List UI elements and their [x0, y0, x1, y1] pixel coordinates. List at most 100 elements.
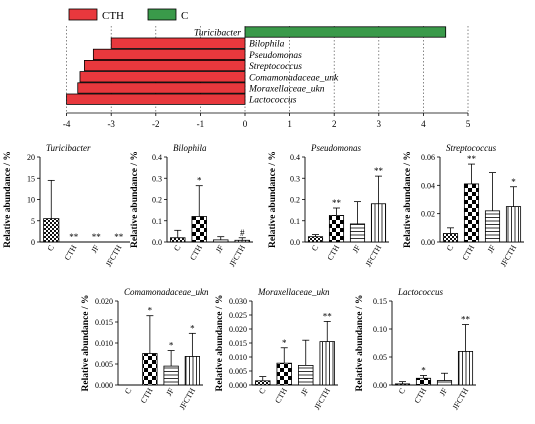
panel-significance-mark: * — [421, 365, 426, 375]
panel-x-tick-label: JF — [89, 243, 101, 255]
panel-x-tick-label: JFCTH — [312, 386, 332, 411]
panel-y-label: Relative abundance / % — [130, 151, 140, 248]
panel-y-label: Relative abundance / % — [81, 295, 91, 392]
panel-y-tick-label: 15 — [27, 174, 35, 183]
panel-significance-mark: * — [169, 341, 174, 351]
panel-significance-mark: * — [282, 338, 287, 348]
panel: 0.0 0.1 0.2 0.3 0.4 Bilophila Relative abundan… — [130, 143, 253, 268]
panel-y-tick-label: 0.020 — [229, 325, 247, 334]
panel-y-tick-label: 10 — [27, 196, 35, 205]
lda-tick-label: -1 — [197, 119, 205, 129]
panel-bar — [319, 341, 335, 386]
panel-x-tick-label: JFCTH — [499, 243, 519, 268]
abundance-panels: 0 5 10 15 20 Turicibacter Relative abundance /… — [3, 143, 524, 411]
panel-y-tick-label: 0.010 — [229, 353, 247, 362]
legend-label-c: C — [181, 10, 188, 22]
panel-y-tick-label: 0.010 — [95, 339, 113, 348]
panel-y-tick-label: 0.0 — [290, 238, 300, 247]
panel-y-tick-label: 20 — [27, 153, 35, 162]
panel-y-label: Relative abundance / % — [355, 295, 365, 392]
panel-significance-mark: ** — [461, 315, 471, 325]
panel-y-tick-label: 0.4 — [290, 153, 300, 162]
panel-title: Streptococcus — [446, 143, 497, 153]
panel: 0 5 10 15 20 Turicibacter Relative abundance /… — [3, 143, 130, 268]
panel-y-tick-label: 0.1 — [290, 217, 300, 226]
panel-x-tick-label: C — [397, 387, 407, 396]
panel-y-tick-label: 5 — [31, 217, 35, 226]
legend-swatch-c — [147, 8, 177, 21]
panel-y-tick-label: 0.1 — [152, 217, 162, 226]
panel-significance-mark: * — [190, 323, 195, 333]
lda-bar-label: Lactococcus — [248, 96, 297, 106]
panel-y-tick-label: 0.020 — [95, 297, 113, 306]
panel-x-tick-label: JF — [164, 386, 176, 398]
lda-bar-label: Comamonadaceae_unk — [249, 73, 339, 83]
lda-tick-label: 3 — [377, 119, 382, 129]
panel: 0.000 0.005 0.010 0.015 0.020 Comamonadaceae_… — [81, 287, 209, 411]
panel-x-tick-label: CTH — [273, 386, 289, 405]
lda-bar — [110, 37, 246, 49]
panel-y-label: Relative abundance / % — [215, 295, 225, 392]
lda-bar — [66, 93, 246, 105]
panel-significance-mark: ** — [332, 198, 342, 208]
panel-y-tick-label: 0.15 — [373, 297, 387, 306]
panel-y-tick-label: 0.00 — [421, 238, 435, 247]
legend: CTH C — [68, 8, 188, 22]
panel: 0.00 0.02 0.04 0.06 Streptococcus Relative ab… — [403, 143, 524, 268]
lda-bar-label: Bilophila — [249, 40, 285, 50]
lda-tick-label: 1 — [287, 119, 292, 129]
panel-y-tick-label: 0.030 — [229, 297, 247, 306]
panel-significance-mark: * — [197, 176, 202, 186]
lda-tick-label: 4 — [421, 119, 426, 129]
panel-title: Bilophila — [173, 143, 207, 153]
panel-title: Comamonadaceae_ukn — [124, 287, 209, 297]
panel-y-tick-label: 0.005 — [95, 360, 113, 369]
panel-x-tick-label: CTH — [139, 386, 155, 405]
lda-tick-label: 2 — [332, 119, 337, 129]
panel: 0.00 0.05 0.10 0.15 Lactococcus Relative abun… — [355, 287, 476, 411]
panel-bar — [394, 383, 411, 386]
panel-y-label: Relative abundance / % — [403, 151, 413, 248]
panel-bar — [191, 216, 207, 243]
panel-bar — [436, 380, 453, 386]
legend-swatch-cth — [68, 8, 98, 21]
panel-bar — [328, 215, 345, 243]
panel-title: Turicibacter — [46, 143, 91, 153]
panel-y-tick-label: 0.06 — [421, 153, 435, 162]
panel-bar — [442, 233, 459, 243]
panel-y-tick-label: 0.025 — [229, 311, 247, 320]
panel-x-tick-label: C — [172, 244, 182, 253]
panel-title: Moraxellaceae_ukn — [257, 287, 330, 297]
panel-y-tick-label: 0.015 — [229, 339, 247, 348]
panel-x-tick-label: CTH — [460, 243, 476, 262]
panel-significance-mark: ** — [374, 166, 384, 176]
panel-bar — [163, 365, 179, 386]
panel-y-tick-label: 0.00 — [373, 381, 387, 390]
panel: 0.0 0.1 0.2 0.3 0.4 Pseudomonas Relative abund… — [268, 143, 389, 268]
panel-x-tick-label: JFCTH — [364, 243, 384, 268]
panel-significance-mark: ** — [69, 232, 79, 242]
panel-bar — [276, 362, 292, 386]
lda-bar-label: Turicibacter — [194, 29, 241, 39]
panel-x-tick-label: JF — [486, 243, 498, 255]
lda-bar-label: Pseudomonas — [248, 51, 302, 61]
lda-bar — [244, 26, 447, 38]
panel-y-tick-label: 0.015 — [95, 318, 113, 327]
panel-title: Pseudomonas — [310, 143, 361, 153]
panel-bar — [298, 364, 314, 386]
panel-bar — [43, 218, 60, 243]
panel-x-tick-label: JF — [351, 243, 363, 255]
lda-tick-label: -2 — [152, 119, 160, 129]
panel-y-label: Relative abundance / % — [3, 151, 13, 248]
panel-y-tick-label: 0.005 — [229, 367, 247, 376]
panel-bar — [349, 223, 366, 243]
panel-y-tick-label: 0.3 — [152, 174, 162, 183]
panel-bar — [505, 206, 522, 243]
panel-x-tick-label: CTH — [63, 243, 79, 262]
lda-bar — [79, 71, 246, 83]
panel-bar — [255, 380, 271, 386]
panel-x-tick-label: C — [257, 387, 267, 396]
panel-bar — [484, 210, 501, 243]
panel-y-tick-label: 0.05 — [373, 353, 387, 362]
